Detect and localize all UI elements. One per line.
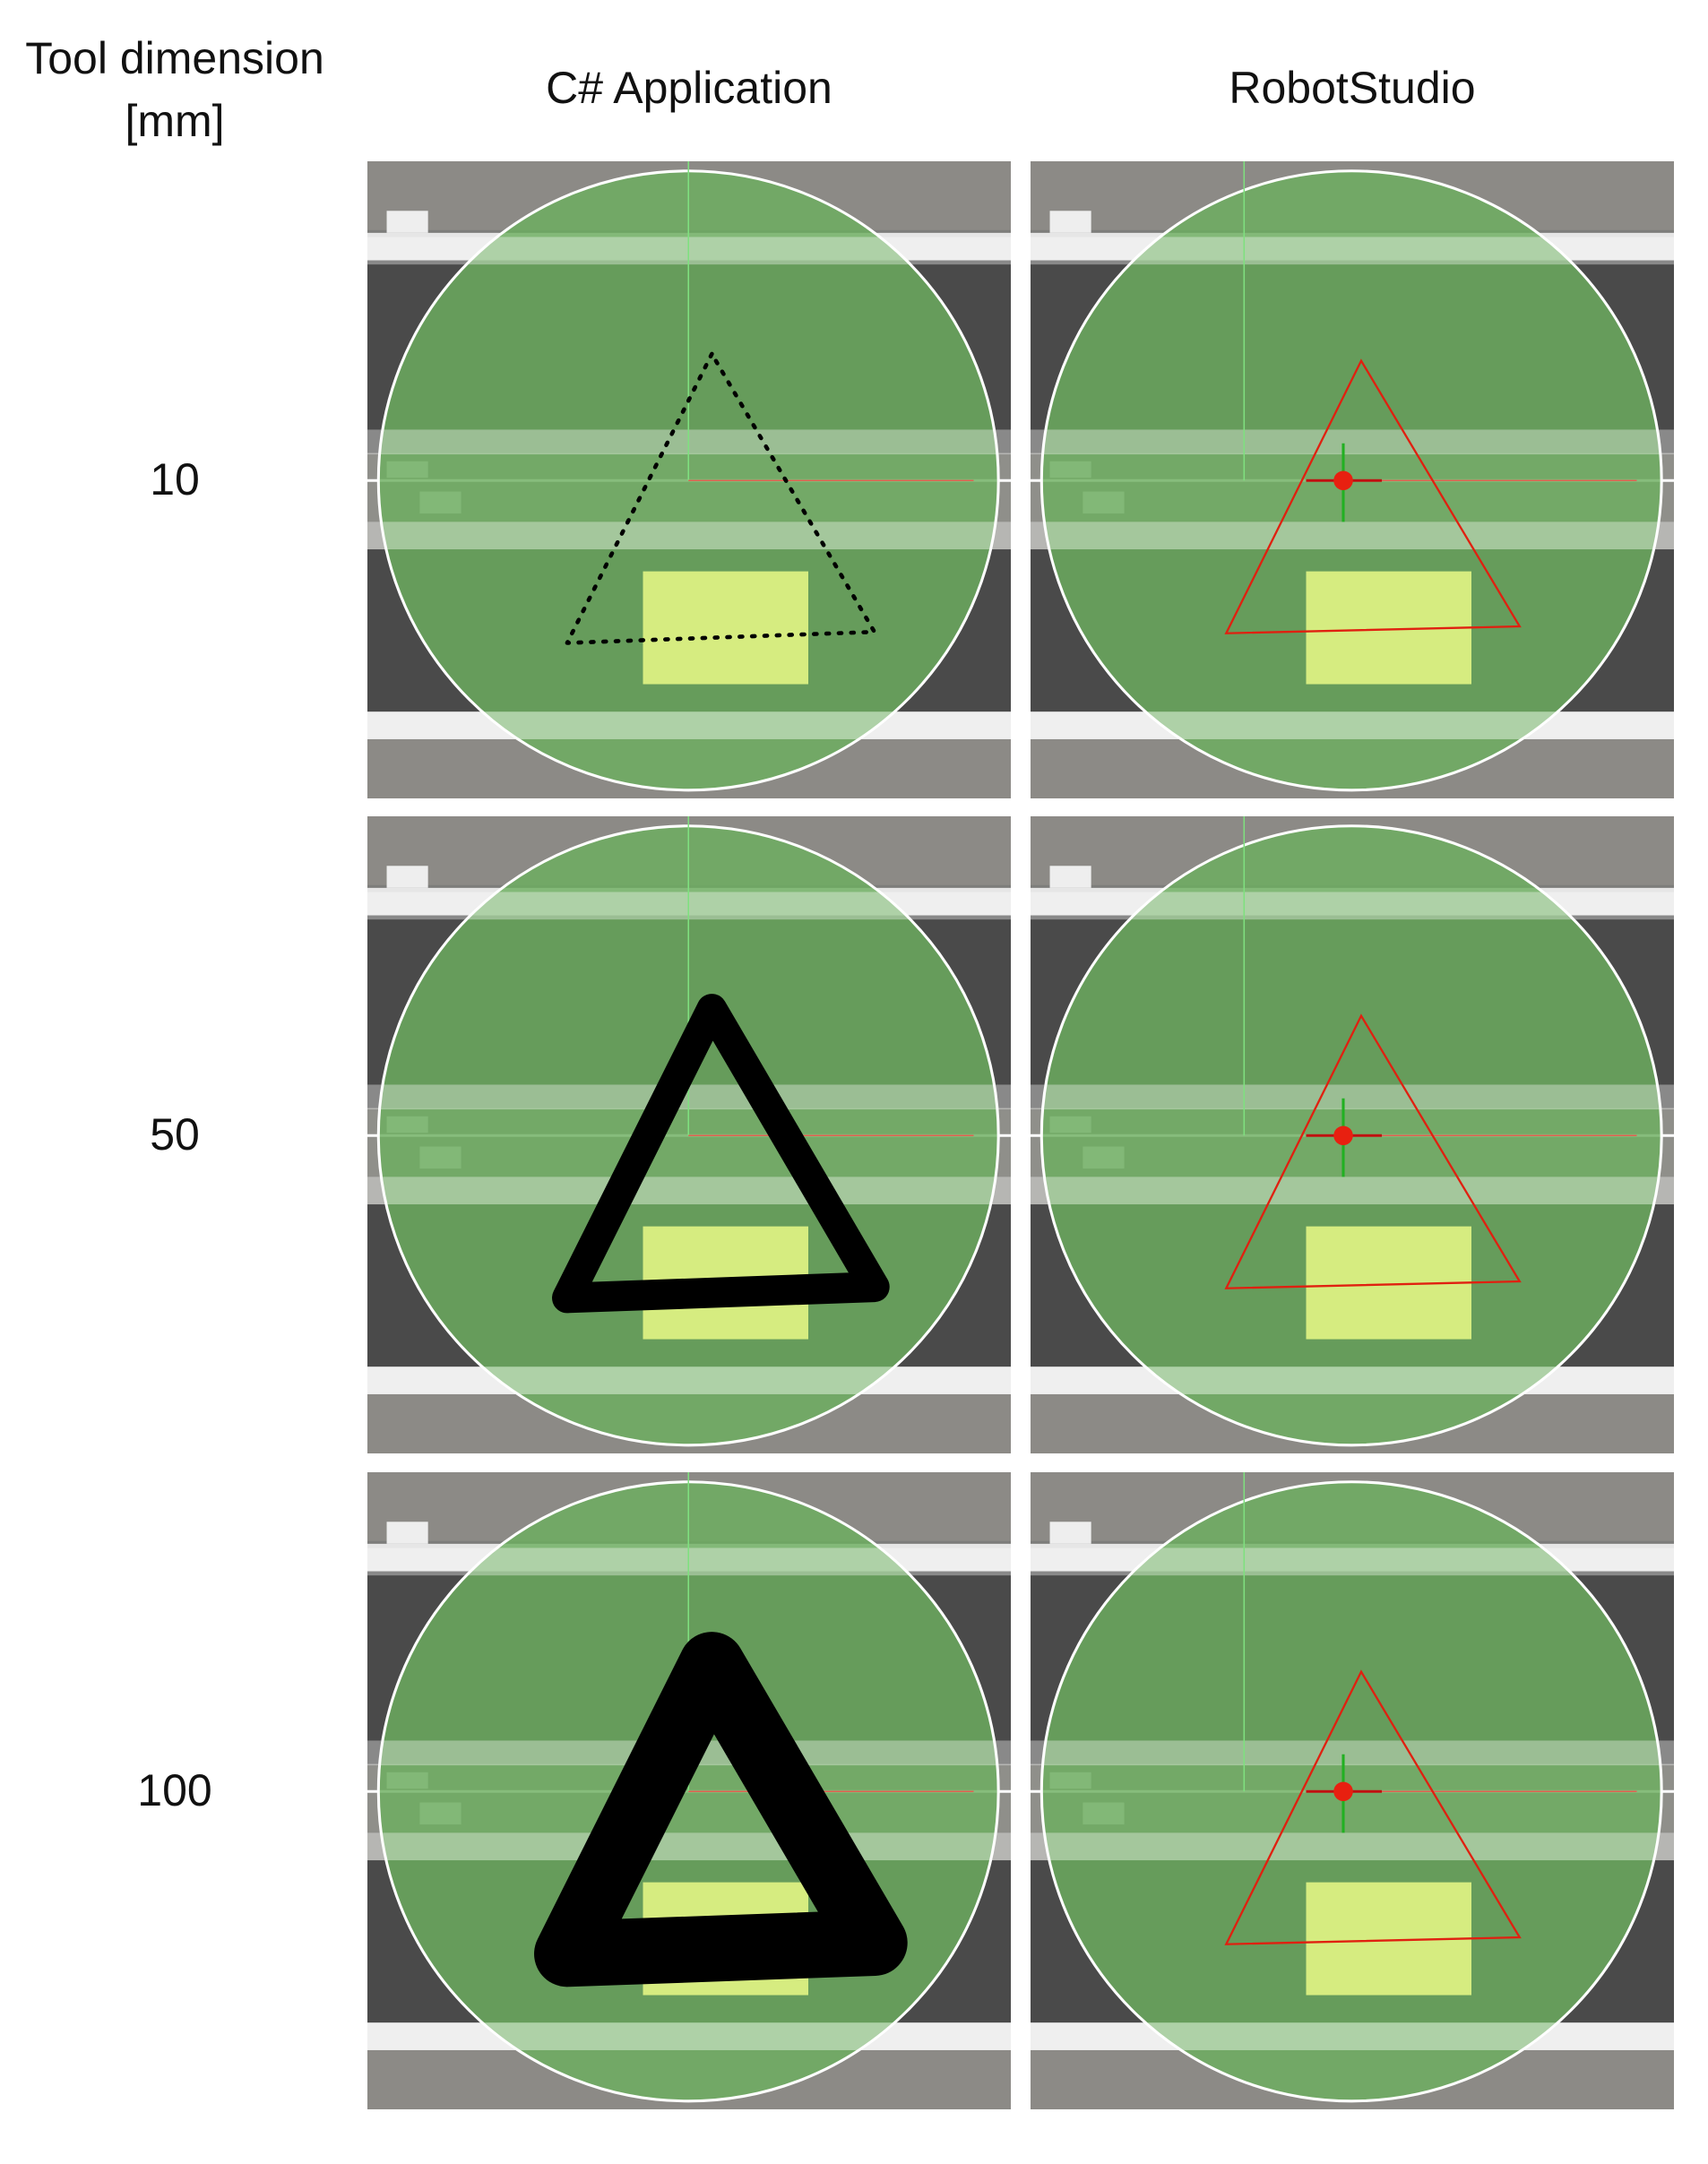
row-label: 100 [137,1765,212,1815]
simulation-image [367,1472,1011,2109]
row-label: 50 [150,1109,200,1160]
scene [367,161,1011,798]
column-header: RobotStudio [1229,63,1476,113]
simulation-image [367,816,1011,1453]
simulation-image [1031,161,1674,798]
simulation-image [367,161,1011,798]
simulation-image [1031,816,1674,1453]
row-label: 10 [150,454,200,504]
column-header: Tool dimension [mm] [25,33,324,146]
scene [367,1472,1011,2109]
column-header: C# Application [546,63,832,113]
scene [1031,816,1674,1453]
simulation-image [1031,1472,1674,2109]
scene [1031,1472,1674,2109]
scene [1031,161,1674,798]
scene [367,816,1011,1453]
